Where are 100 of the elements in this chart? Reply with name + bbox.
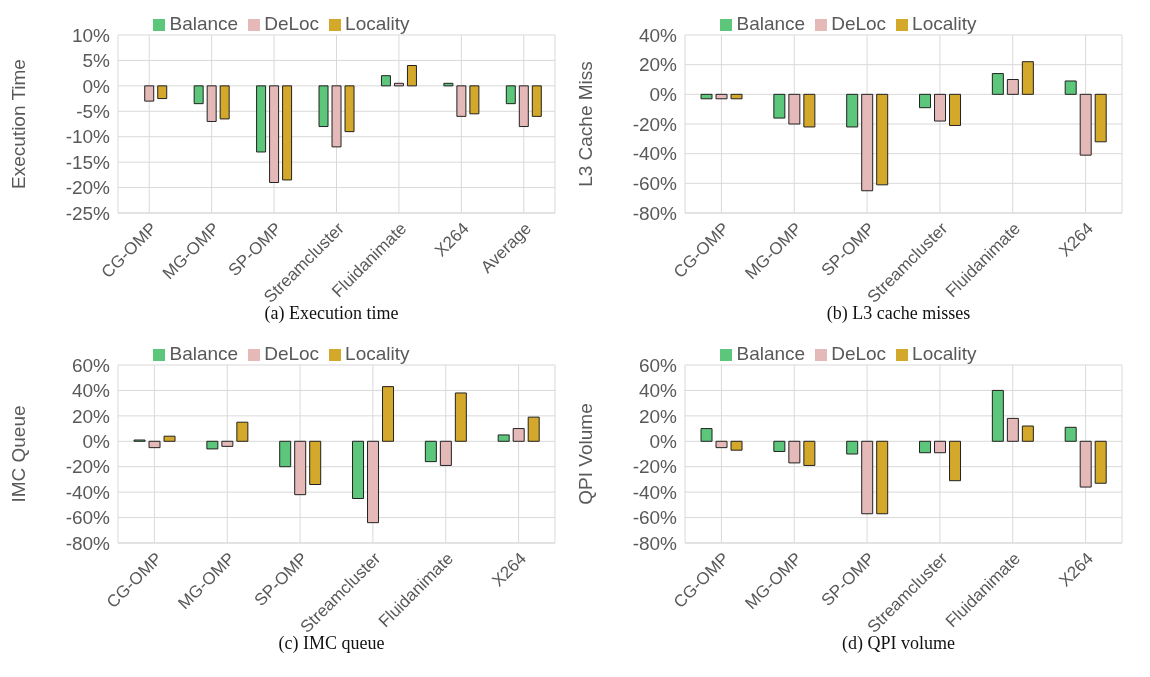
bar: [505, 85, 516, 105]
y-tick-label: -15%: [65, 151, 111, 173]
bar: [803, 440, 816, 466]
bar: [497, 434, 510, 442]
bar: [919, 93, 932, 109]
bar: [352, 440, 365, 499]
y-tick-label: -40%: [65, 481, 111, 503]
y-tick-label: -80%: [632, 532, 678, 554]
y-tick-label: 0%: [649, 431, 678, 453]
y-tick-label: 40%: [638, 380, 678, 402]
bar: [206, 85, 217, 122]
bar: [846, 93, 859, 128]
bar: [846, 440, 859, 455]
legend-label: DeLoc: [831, 13, 887, 34]
bar: [1021, 425, 1034, 442]
text: (c) IMC queue: [277, 633, 386, 654]
bar: [876, 93, 889, 186]
bar: [531, 85, 542, 117]
bar: [715, 440, 728, 449]
bar: [803, 93, 816, 128]
bar: [380, 75, 391, 87]
y-tick-label: 40%: [71, 380, 111, 402]
bar: [279, 440, 292, 468]
bar: [148, 440, 161, 449]
bar: [294, 440, 307, 496]
bar: [1006, 79, 1019, 95]
bar: [309, 440, 322, 486]
legend-label: Balance: [736, 13, 806, 34]
bar: [1079, 440, 1092, 488]
legend-label: DeLoc: [264, 13, 320, 34]
legend-label: Locality: [912, 13, 977, 34]
y-tick-label: 10%: [71, 24, 111, 46]
bar: [700, 93, 713, 100]
bar: [1094, 93, 1107, 143]
text: (a) Execution time: [263, 303, 400, 324]
y-tick-label: 20%: [638, 54, 678, 76]
y-tick-label: -40%: [632, 143, 678, 165]
legend-label: DeLoc: [831, 343, 887, 364]
y-axis-title: Execution Time: [7, 59, 29, 189]
y-axis-title: L3 Cache Miss: [574, 61, 596, 187]
bar: [700, 428, 713, 442]
bar: [788, 440, 801, 464]
legend-label: Balance: [169, 13, 239, 34]
y-tick-label: -80%: [65, 532, 111, 554]
bar: [424, 440, 437, 463]
bar: [527, 416, 540, 442]
bar: [344, 85, 355, 133]
bar: [393, 82, 404, 87]
y-tick-label: -20%: [632, 113, 678, 135]
bar: [1064, 426, 1077, 442]
y-tick-label: 0%: [649, 84, 678, 106]
y-tick-label: -5%: [76, 101, 111, 123]
bar: [730, 93, 743, 100]
bar: [163, 435, 176, 442]
legend-label: Balance: [736, 343, 806, 364]
bar: [456, 85, 467, 117]
bar: [469, 85, 480, 115]
y-tick-label: 0%: [82, 75, 111, 97]
bar: [949, 93, 962, 126]
bar: [331, 85, 342, 148]
y-tick-label: 5%: [82, 50, 111, 72]
y-axis-title: IMC Queue: [7, 405, 29, 503]
y-axis-title: QPI Volume: [574, 403, 596, 505]
bar: [934, 440, 947, 454]
bar: [861, 440, 874, 515]
legend-label: Balance: [169, 343, 239, 364]
bar: [991, 389, 1004, 442]
y-tick-label: -60%: [632, 173, 678, 195]
y-tick-label: -25%: [65, 202, 111, 224]
bar: [282, 85, 293, 181]
bar: [1079, 93, 1092, 156]
bar: [269, 85, 280, 183]
bar: [1064, 80, 1077, 95]
y-tick-label: -60%: [632, 507, 678, 529]
legend-label: DeLoc: [264, 343, 320, 364]
bar: [206, 440, 219, 450]
bar: [773, 93, 786, 119]
bar: [949, 440, 962, 482]
y-tick-label: -20%: [65, 456, 111, 478]
y-tick-label: -20%: [632, 456, 678, 478]
bar: [730, 440, 743, 451]
bar: [861, 93, 874, 192]
y-tick-label: -20%: [65, 177, 111, 199]
bar: [406, 65, 417, 87]
y-tick-label: 0%: [82, 431, 111, 453]
legend-label: Locality: [912, 343, 977, 364]
y-tick-label: 40%: [638, 24, 678, 46]
bar: [934, 93, 947, 122]
y-tick-label: -40%: [632, 481, 678, 503]
bar: [439, 440, 452, 466]
y-tick-label: 60%: [638, 354, 678, 376]
bar: [919, 440, 932, 454]
bar: [1021, 61, 1034, 95]
y-tick-label: -10%: [65, 126, 111, 148]
bar: [318, 85, 329, 128]
bar: [1006, 417, 1019, 442]
y-tick-label: -80%: [632, 202, 678, 224]
bar: [773, 440, 786, 452]
bar: [518, 85, 529, 128]
bar: [876, 440, 889, 515]
